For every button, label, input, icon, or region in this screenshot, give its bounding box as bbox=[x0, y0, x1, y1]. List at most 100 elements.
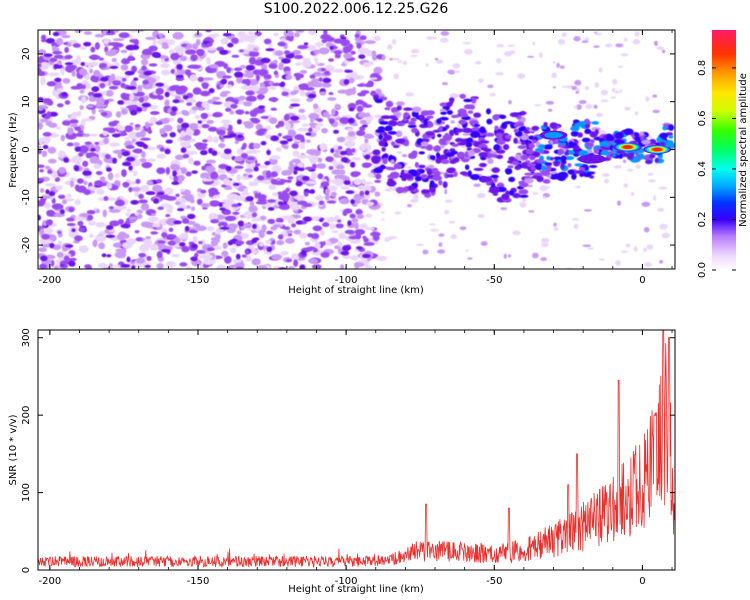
spectrogram-cell bbox=[288, 119, 301, 124]
spectrogram-cell bbox=[112, 185, 119, 191]
spectrogram-cell bbox=[635, 164, 641, 169]
spectrogram-cell bbox=[444, 209, 450, 215]
spectrogram-cell bbox=[97, 262, 108, 269]
spectrogram-cell bbox=[232, 211, 240, 215]
spectrogram-cell bbox=[95, 222, 107, 228]
spectrogram-cell bbox=[495, 57, 502, 64]
spectrogram-cell bbox=[149, 116, 158, 125]
spectrogram-cell bbox=[242, 34, 251, 42]
spectrogram-cell bbox=[89, 233, 94, 239]
spectrogram-cell bbox=[632, 39, 641, 45]
spectrogram-cell bbox=[185, 128, 195, 136]
spectrogram-cell bbox=[573, 223, 579, 229]
spectrogram-cell bbox=[114, 61, 120, 68]
spectrogram-cell bbox=[478, 151, 488, 158]
spectrogram-cell bbox=[328, 185, 338, 192]
spectrogram-cell bbox=[558, 128, 565, 132]
spectrogram-cell bbox=[172, 170, 177, 177]
spectrogram-cell bbox=[469, 104, 476, 110]
spectrogram-cell bbox=[356, 83, 366, 87]
spectrogram-cell bbox=[330, 191, 337, 198]
spectrogram-cell bbox=[196, 249, 206, 254]
spectrogram-cell bbox=[293, 229, 302, 235]
spectrogram-cell bbox=[131, 65, 138, 73]
spectrogram-cell bbox=[38, 149, 42, 155]
spectrogram-cell bbox=[216, 129, 226, 136]
spectrogram-cell bbox=[611, 78, 618, 85]
spectrogram-cell bbox=[367, 172, 375, 178]
spectrogram-cell bbox=[91, 86, 100, 92]
spectrogram-cell bbox=[531, 125, 540, 131]
spectrogram-cell bbox=[331, 178, 344, 185]
spectrogram-cell bbox=[103, 136, 110, 145]
spectrogram-cell bbox=[71, 228, 76, 233]
spectrogram-cell bbox=[243, 101, 253, 107]
spectrogram-cell bbox=[297, 167, 305, 172]
spectrogram-cell bbox=[410, 170, 418, 177]
spectrogram-cell bbox=[589, 131, 598, 138]
spectrogram-cell bbox=[60, 68, 65, 76]
spectrogram-cell bbox=[534, 148, 544, 152]
ytick-label: -20 bbox=[21, 237, 32, 253]
spectrogram-cell bbox=[381, 54, 386, 61]
spectrogram-cell bbox=[169, 110, 177, 116]
spectrogram-cell bbox=[308, 112, 320, 120]
spectrogram-cell bbox=[551, 72, 558, 78]
spectrogram-cell bbox=[309, 74, 316, 79]
spectrogram-cell bbox=[64, 244, 74, 248]
spectrogram-cell bbox=[149, 243, 159, 251]
spectrogram-cell bbox=[354, 33, 360, 38]
spectrogram-cell bbox=[93, 163, 102, 170]
spectrogram-cell bbox=[350, 255, 359, 261]
spectrogram-cell bbox=[659, 260, 664, 264]
spectrogram-cell bbox=[317, 173, 324, 180]
spectrogram-cell bbox=[234, 165, 244, 169]
spectrogram-cell bbox=[48, 191, 56, 197]
spectrogram-cell bbox=[175, 74, 184, 79]
spectrogram-cell bbox=[77, 220, 84, 227]
spectrogram-cell bbox=[643, 262, 653, 267]
xtick-label: -200 bbox=[38, 275, 61, 286]
spectrogram-cell bbox=[147, 216, 160, 222]
spectrogram-cell bbox=[439, 108, 447, 112]
spectrogram-cell bbox=[152, 31, 158, 38]
spectrogram-cell bbox=[224, 215, 237, 222]
spectrogram-cell bbox=[39, 263, 47, 269]
spectrogram-cell bbox=[38, 214, 42, 221]
spectrogram-cell bbox=[310, 124, 316, 129]
spectrogram-cell bbox=[138, 199, 148, 204]
spectrogram-cell bbox=[212, 101, 223, 105]
spectrogram-cell bbox=[146, 255, 152, 262]
spectrogram-cell bbox=[647, 172, 654, 176]
spectrogram-cell bbox=[53, 54, 64, 59]
xtick-label: -50 bbox=[486, 275, 502, 286]
spectrogram-cell bbox=[212, 112, 223, 117]
spectrogram-cell bbox=[500, 207, 508, 211]
spectrogram-cell bbox=[662, 49, 666, 54]
spectrogram-cell bbox=[381, 218, 385, 221]
spectrogram-cell bbox=[290, 115, 300, 121]
spectrogram-cell bbox=[191, 170, 198, 174]
spectrogram-cell bbox=[96, 188, 105, 195]
spectrogram-cell bbox=[525, 160, 531, 164]
spectrogram-cell bbox=[240, 64, 247, 69]
spectrogram-cell bbox=[454, 132, 459, 136]
spectrogram-cell bbox=[117, 219, 125, 225]
spectrogram-cell bbox=[610, 96, 617, 99]
spectrogram-cell bbox=[361, 178, 366, 185]
spectrogram-cell bbox=[241, 146, 246, 150]
spectrogram-cell bbox=[54, 47, 60, 52]
spectrogram-cell bbox=[327, 97, 337, 101]
spectrogram-cell bbox=[57, 59, 62, 66]
spectrogram-cell bbox=[634, 111, 639, 116]
spectrogram-cell bbox=[225, 107, 232, 112]
spectrogram-cell bbox=[615, 43, 624, 48]
spectrogram-cell bbox=[141, 161, 153, 169]
spectrogram-cell bbox=[185, 266, 193, 269]
spectrogram-cell bbox=[645, 159, 653, 165]
spectrogram-cell bbox=[52, 244, 62, 251]
spectrogram-cell bbox=[223, 33, 232, 37]
spectrogram-cell bbox=[649, 153, 656, 159]
spectrogram-cell bbox=[209, 200, 220, 207]
spectrogram-cell bbox=[57, 150, 66, 159]
